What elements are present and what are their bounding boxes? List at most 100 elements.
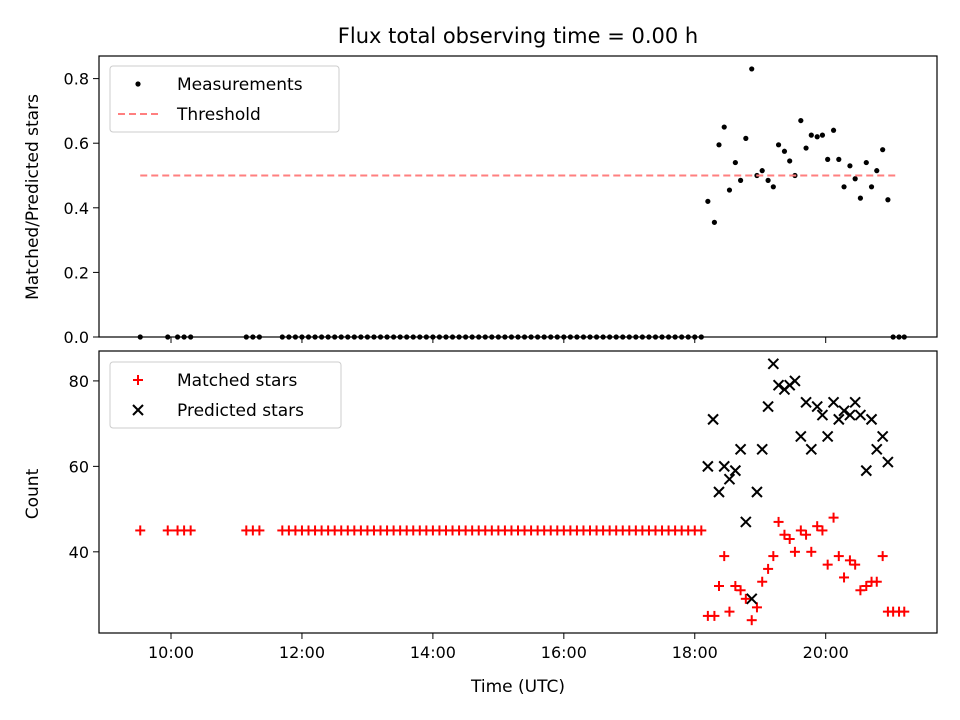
measurements-point (863, 159, 869, 166)
predicted-stars-point (833, 413, 845, 426)
predicted-stars-point (838, 405, 850, 417)
predicted-stars-point-b (751, 486, 763, 498)
predicted-stars-point (734, 443, 747, 455)
predicted-stars-point-b (805, 443, 818, 455)
predicted-stars-point-b (723, 473, 736, 485)
predicted-stars-point (876, 430, 889, 443)
measurements-point (759, 168, 765, 174)
measurements-point (732, 159, 738, 166)
predicted-stars-point (844, 409, 856, 421)
legend-label-matched-stars: Matched stars (177, 371, 297, 391)
measurements-point (819, 132, 826, 138)
predicted-stars-point-b (844, 409, 856, 421)
matched-stars-point (779, 529, 790, 540)
y-tick-label-bottom: 60 (69, 457, 89, 476)
matched-stars-point (740, 593, 751, 604)
matched-stars-point (789, 546, 800, 557)
matched-stars-point (724, 606, 735, 617)
measurements-point (775, 142, 782, 148)
predicted-stars-point-b (740, 516, 752, 528)
predicted-stars-point (865, 413, 878, 426)
predicted-stars-point (805, 443, 818, 455)
predicted-stars-point-b (756, 443, 768, 455)
predicted-stars-point (882, 456, 894, 468)
predicted-stars-point-b (707, 413, 719, 426)
measurements-point (880, 147, 886, 153)
x-tick-label: 16:00 (541, 643, 587, 662)
measurements-point (847, 163, 853, 169)
measurements-point (743, 135, 749, 141)
predicted-stars-point-b (734, 443, 747, 455)
predicted-stars-point (756, 443, 768, 455)
matched-stars-point (899, 606, 910, 617)
matched-stars-point (746, 615, 757, 626)
matched-stars-point (812, 521, 823, 532)
predicted-stars-point (811, 400, 823, 413)
predicted-stars-point-b (838, 405, 850, 417)
measurements-point (841, 184, 847, 190)
measurements-point (721, 124, 727, 130)
matched-stars-point (735, 585, 746, 596)
predicted-stars-point-b (718, 460, 730, 473)
measurements-point (857, 195, 864, 201)
matched-stars-point (871, 576, 882, 587)
predicted-stars-point (702, 460, 714, 473)
measurements-point (836, 156, 842, 162)
y-axis-label-bottom: Count (23, 468, 43, 519)
panel-counts: 10:00 12:00 14:00 16:00 18:00 20:00 40 60 80 Matc… (69, 350, 938, 662)
axes-frame-top (98, 55, 938, 338)
measurements-point (711, 219, 718, 225)
predicted-stars-point (854, 409, 867, 421)
predicted-stars-point-b (882, 456, 894, 468)
predicted-stars-point-b (746, 593, 758, 605)
matched-stars-point (162, 525, 173, 536)
predicted-stars-point (751, 486, 763, 498)
y-tick-label-bottom: 40 (69, 543, 89, 562)
predicted-stars-point (860, 464, 873, 477)
legend-label-measurements: Measurements (177, 75, 303, 95)
matched-stars-point (709, 610, 720, 621)
x-tick-label: 20:00 (803, 643, 849, 662)
predicted-stars-point (816, 409, 829, 421)
measurements-point (798, 117, 804, 124)
matched-stars-point (855, 585, 866, 596)
matched-stars-point (696, 525, 707, 536)
predicted-stars-point (746, 593, 758, 605)
measurements-point (852, 176, 858, 182)
measurements-point (885, 197, 891, 203)
predicted-stars-point (718, 460, 730, 473)
predicted-stars-point-b (827, 396, 840, 408)
predicted-stars-point (795, 430, 807, 443)
x-axis-label: Time (UTC) (470, 677, 565, 697)
predicted-stars-point-b (865, 413, 878, 426)
predicted-stars-point-b (713, 486, 725, 498)
predicted-stars-point-b (795, 430, 807, 443)
y-tick-label-bottom: 80 (69, 372, 89, 391)
matched-stars-point (185, 525, 196, 536)
matched-stars-point (861, 581, 872, 591)
matched-stars-point (833, 551, 844, 562)
predicted-stars-point (723, 473, 736, 485)
measurements-point (803, 145, 809, 151)
y-tick-label-top: 0.6 (64, 134, 89, 153)
predicted-stars-point (762, 400, 774, 413)
predicted-stars-point-b (729, 464, 742, 477)
matched-stars-point (730, 581, 741, 591)
predicted-stars-point-b (854, 409, 867, 421)
predicted-stars-point-b (876, 430, 889, 443)
measurements-point (874, 168, 880, 174)
legend-label-predicted-stars: Predicted stars (177, 401, 304, 421)
chart-title: Flux total observing time = 0.00 h (338, 24, 698, 48)
matched-stars-point (828, 512, 839, 523)
matched-stars-point (784, 534, 795, 544)
measurements-point (781, 148, 788, 154)
legend-box (109, 65, 340, 133)
axes-frame-bottom (98, 350, 938, 634)
predicted-stars-point-b (702, 460, 714, 473)
y-tick-label-top: 0.0 (64, 328, 89, 347)
matched-stars-point (757, 576, 768, 587)
y-tick-label-top: 0.8 (64, 70, 89, 89)
predicted-stars-point (767, 358, 780, 370)
legend-box (109, 361, 342, 429)
